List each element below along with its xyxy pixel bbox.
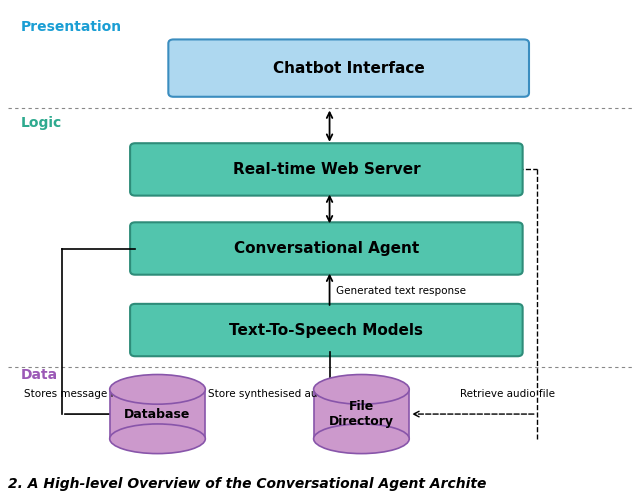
Text: Database: Database (124, 408, 191, 420)
Text: Presentation: Presentation (20, 20, 122, 34)
Text: File
Directory: File Directory (329, 400, 394, 428)
Ellipse shape (109, 375, 205, 404)
Text: Stores message logs: Stores message logs (24, 389, 132, 399)
Text: Logic: Logic (20, 116, 61, 130)
Ellipse shape (314, 375, 409, 404)
Ellipse shape (109, 424, 205, 454)
Text: 2. A High-level Overview of the Conversational Agent Archite: 2. A High-level Overview of the Conversa… (8, 477, 486, 491)
Bar (314, 389, 409, 439)
FancyBboxPatch shape (130, 222, 523, 275)
Text: Conversational Agent: Conversational Agent (234, 241, 419, 256)
Ellipse shape (314, 424, 409, 454)
Text: Text-To-Speech Models: Text-To-Speech Models (229, 323, 424, 337)
Text: Retrieve audio file: Retrieve audio file (460, 389, 555, 399)
Text: Generated text response: Generated text response (336, 285, 466, 296)
FancyBboxPatch shape (130, 304, 523, 356)
FancyBboxPatch shape (168, 39, 529, 97)
Text: Chatbot Interface: Chatbot Interface (273, 61, 424, 76)
Text: Store synthesised audio: Store synthesised audio (209, 389, 334, 399)
Text: Real-time Web Server: Real-time Web Server (232, 162, 420, 177)
Bar (109, 389, 205, 439)
FancyBboxPatch shape (130, 143, 523, 196)
Text: Data: Data (20, 368, 58, 383)
